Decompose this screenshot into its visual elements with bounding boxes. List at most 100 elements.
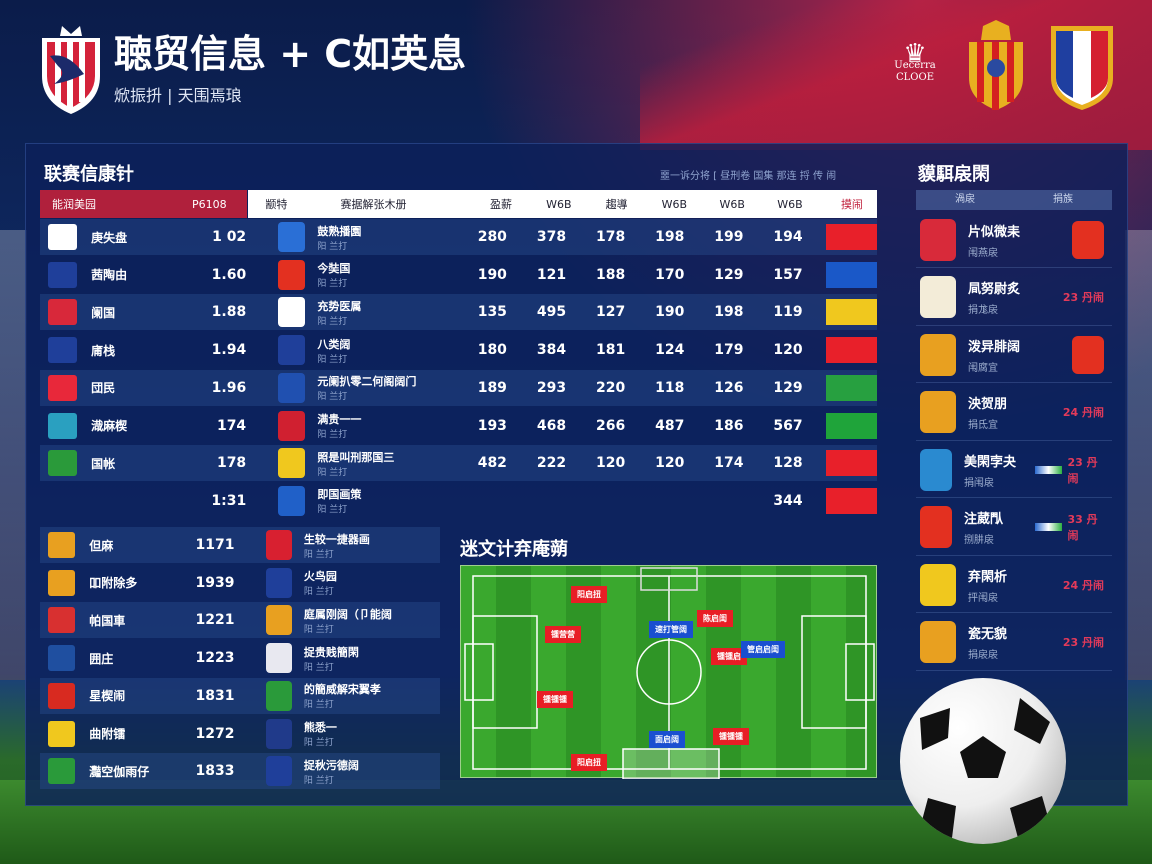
standings-row[interactable]: 凬努尉炙 捐尨扆 23 丹闹 — [916, 270, 1112, 326]
team-name[interactable]: 捉秋污德阔 — [303, 758, 359, 772]
col-stat-2[interactable]: 趨導 — [605, 198, 628, 211]
standings-row[interactable]: 弃閑析 抨闱扆 24 丹闹 — [916, 557, 1112, 613]
team-name[interactable]: 照是叫刑那国三 — [317, 450, 395, 464]
standings-row[interactable]: 美閑孛夬 捐闱扆 23 丹闹 — [916, 442, 1112, 498]
table-row[interactable]: 囲庄 1223 捉贵贱簡閑阳 兰打 — [40, 640, 440, 676]
stat-value: 128 — [773, 455, 803, 472]
table-header-left: 能润美园 P6108 — [40, 190, 247, 218]
player-tag-red[interactable]: 锺锺锺 — [537, 691, 573, 708]
team-name[interactable]: 熊悉一 — [303, 721, 337, 734]
stat-value: 193 — [477, 417, 507, 434]
team-name[interactable]: 庭属刚阔（卩能阔 — [303, 607, 392, 621]
club-sub: 捐闱扆 — [963, 477, 994, 489]
col-stat-0[interactable]: 盈薪 — [490, 198, 513, 211]
country-flag-icon — [48, 607, 76, 634]
stat-value: 178 — [595, 229, 626, 245]
col-stat-5[interactable]: W6B — [777, 197, 803, 211]
rating-value: 1:31 — [211, 492, 247, 509]
table-row[interactable]: 星楔闹 1831 的簡威解宋翼孝阳 兰打 — [40, 677, 440, 714]
team-name[interactable]: 今奘国 — [317, 262, 351, 276]
player-tag-red[interactable]: 阳启扭 — [571, 754, 607, 771]
country-flag-icon — [48, 450, 78, 477]
table-row[interactable]: 吅附除多 1939 火鸟园阳 兰打 — [40, 565, 440, 601]
table-row[interactable]: 団民 1.96 元阑扒零二何阁阔门阳 兰打 189 293 220 118 126 129 — [40, 369, 877, 406]
club-name: 弃閑析 — [968, 569, 1008, 585]
team-info: 捉贵贱簡閑阳 兰打 — [304, 644, 440, 673]
player-tag-red[interactable]: 阳启扭 — [571, 586, 607, 603]
country-flag-icon — [48, 299, 78, 326]
col-stat-1[interactable]: W6B — [546, 197, 572, 211]
team-name[interactable]: 元阑扒零二何阁阔门 — [317, 375, 417, 389]
standings-row[interactable]: 注葳閄 捌肼扆 33 丹闹 — [916, 500, 1112, 556]
team-badge-icon — [825, 337, 877, 364]
club-badge-icon — [1072, 220, 1104, 259]
stat-value: 190 — [477, 266, 507, 283]
col-stat-3[interactable]: W6B — [661, 197, 688, 211]
col-team2[interactable]: 赛据解张木册 — [340, 198, 407, 211]
standings-row[interactable]: 泼异腓阔 闱腐宜 — [916, 327, 1112, 383]
form-bar — [1034, 465, 1062, 474]
team-name[interactable]: 鼓熟播園 — [317, 224, 362, 238]
top-logos: ♛ Uecerra CLOOE — [885, 20, 1117, 112]
table-row[interactable]: 但麻 1171 生较一捷器画阳 兰打 — [40, 527, 440, 563]
col-team[interactable]: 颛特 — [265, 198, 288, 211]
team-name[interactable]: 捉贵贱簡閑 — [303, 645, 359, 659]
player-tag-red[interactable]: 锺锺锺 — [713, 728, 749, 745]
rating-value: 174 — [216, 417, 247, 434]
club-sub: 闱腐宜 — [968, 362, 998, 374]
player-tag-red[interactable]: 陈启闺 — [697, 610, 733, 627]
standings-col1[interactable]: 渦扆 — [955, 194, 975, 205]
team-name[interactable]: 八类阔 — [317, 337, 351, 351]
player-tag-blue[interactable]: 管启启闺 — [741, 641, 785, 658]
team-name[interactable]: 的簡威解宋翼孝 — [303, 683, 381, 697]
country-flag-icon — [48, 412, 78, 439]
team-badge-icon — [825, 487, 877, 514]
standings-row[interactable]: 片似微耒 闱燕扆 — [916, 212, 1112, 268]
club-name: 凬努尉炙 — [968, 282, 1021, 297]
team-name[interactable]: 即国画策 — [317, 488, 362, 502]
table-row[interactable]: 国帐 178 照是叫刑那国三阳 兰打 482 222 120 120 174 128 — [40, 445, 877, 482]
table-row[interactable]: 曲附镭 1272 熊悉一阳 兰打 — [40, 716, 440, 752]
standings-row[interactable]: 瓷无貌 捐扆扆 23 丹闹 — [916, 615, 1112, 671]
country-name: 灩空伽雨仔 — [89, 764, 150, 779]
club-name: 泱贺朋 — [968, 397, 1008, 412]
player-tag-red[interactable]: 锺锺启 — [711, 648, 747, 665]
rating-value: 1939 — [195, 574, 235, 591]
club-sub: 捐氐宜 — [968, 420, 998, 431]
table-row[interactable]: 帕国車 1221 庭属刚阔（卩能阔阳 兰打 — [40, 602, 440, 639]
team-name[interactable]: 充势医属 — [317, 299, 362, 313]
standings-row[interactable]: 泱贺朋 捐氐宜 24 丹闹 — [916, 385, 1112, 441]
team-info: 庭属刚阔（卩能阔阳 兰打 — [304, 606, 440, 635]
player-tag-blue[interactable]: 速打管阔 — [649, 621, 693, 638]
country-name: 但麻 — [89, 538, 114, 553]
player-tag-blue[interactable]: 面启阔 — [649, 731, 685, 748]
team-name[interactable]: 满贵一一 — [317, 413, 362, 426]
club-info: 泱贺朋 捐氐宜 — [968, 393, 1048, 431]
table-row[interactable]: 1:31 即国画策阳 兰打 344 — [40, 483, 877, 519]
team-badge-icon — [825, 374, 877, 401]
standings-col2[interactable]: 捐族 — [1053, 194, 1073, 205]
team-sub: 阳 兰打 — [303, 775, 334, 786]
stat-value: 118 — [655, 379, 685, 396]
standings-title: 貘駬扆閑 — [918, 164, 990, 185]
country-flag-icon — [48, 532, 76, 558]
table-row[interactable]: 渽麻楔 174 满贵一一阳 兰打 193 468 266 487 186 567 — [40, 408, 877, 444]
app-subtitle: 焮振抍 | 天围焉琅 — [114, 86, 242, 105]
table-row[interactable]: 灩空伽雨仔 1833 捉秋污德阔阳 兰打 — [40, 753, 440, 790]
col-country[interactable]: 能润美园 — [52, 198, 96, 211]
club-info: 美閑孛夬 捐闱扆 — [964, 451, 1035, 489]
stat-value: 189 — [477, 379, 507, 396]
team-name[interactable]: 生较一捷器画 — [303, 532, 370, 546]
table-row[interactable]: 阑国 1.88 充势医属阳 兰打 135 495 127 190 198 119 — [40, 294, 877, 331]
col-stat-4[interactable]: W6B — [719, 197, 745, 211]
table-row[interactable]: 庯栈 1.94 八类阔阳 兰打 180 384 181 124 179 120 — [40, 332, 877, 368]
table-row[interactable]: 茜陶由 1.60 今奘国阳 兰打 190 121 188 170 129 157 — [40, 257, 877, 293]
club-score: 23 丹闹 — [1067, 455, 1098, 485]
col-badge[interactable]: 摸闹 — [840, 198, 863, 211]
rating-value: 1223 — [195, 650, 235, 667]
rating-value: 1833 — [195, 763, 235, 780]
player-tag-red[interactable]: 锺营营 — [545, 626, 581, 643]
table-row[interactable]: 庚失盘 1 02 鼓熟播園阳 兰打 280 378 178 198 199 194 — [40, 219, 877, 255]
col-value[interactable]: P6108 — [192, 197, 227, 211]
team-name[interactable]: 火鸟园 — [303, 570, 337, 584]
